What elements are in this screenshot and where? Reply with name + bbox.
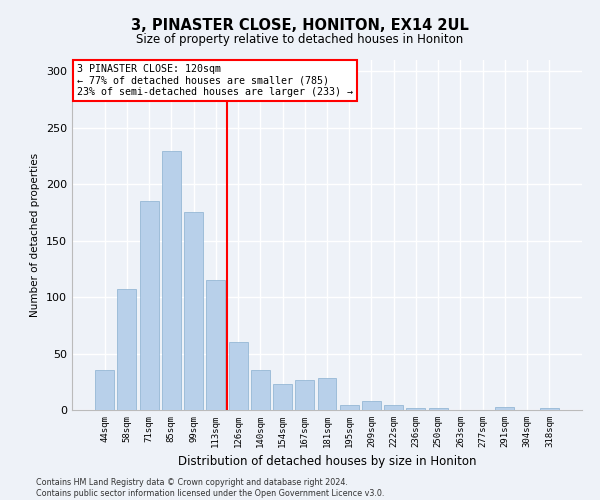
Bar xyxy=(317,378,337,410)
Bar xyxy=(229,342,248,410)
Bar xyxy=(429,408,448,410)
Bar xyxy=(496,406,514,410)
Bar xyxy=(340,406,359,410)
Text: Size of property relative to detached houses in Honiton: Size of property relative to detached ho… xyxy=(136,32,464,46)
Bar xyxy=(184,212,203,410)
Bar xyxy=(140,201,158,410)
Bar xyxy=(362,401,381,410)
Bar xyxy=(273,384,292,410)
Bar xyxy=(295,380,314,410)
Bar xyxy=(206,280,225,410)
Bar xyxy=(384,406,403,410)
Bar xyxy=(251,370,270,410)
Bar xyxy=(95,370,114,410)
Y-axis label: Number of detached properties: Number of detached properties xyxy=(31,153,40,317)
Text: 3 PINASTER CLOSE: 120sqm
← 77% of detached houses are smaller (785)
23% of semi-: 3 PINASTER CLOSE: 120sqm ← 77% of detach… xyxy=(77,64,353,96)
X-axis label: Distribution of detached houses by size in Honiton: Distribution of detached houses by size … xyxy=(178,456,476,468)
Bar xyxy=(162,152,181,410)
Text: Contains HM Land Registry data © Crown copyright and database right 2024.
Contai: Contains HM Land Registry data © Crown c… xyxy=(36,478,385,498)
Bar xyxy=(406,408,425,410)
Bar xyxy=(540,408,559,410)
Bar xyxy=(118,289,136,410)
Text: 3, PINASTER CLOSE, HONITON, EX14 2UL: 3, PINASTER CLOSE, HONITON, EX14 2UL xyxy=(131,18,469,32)
